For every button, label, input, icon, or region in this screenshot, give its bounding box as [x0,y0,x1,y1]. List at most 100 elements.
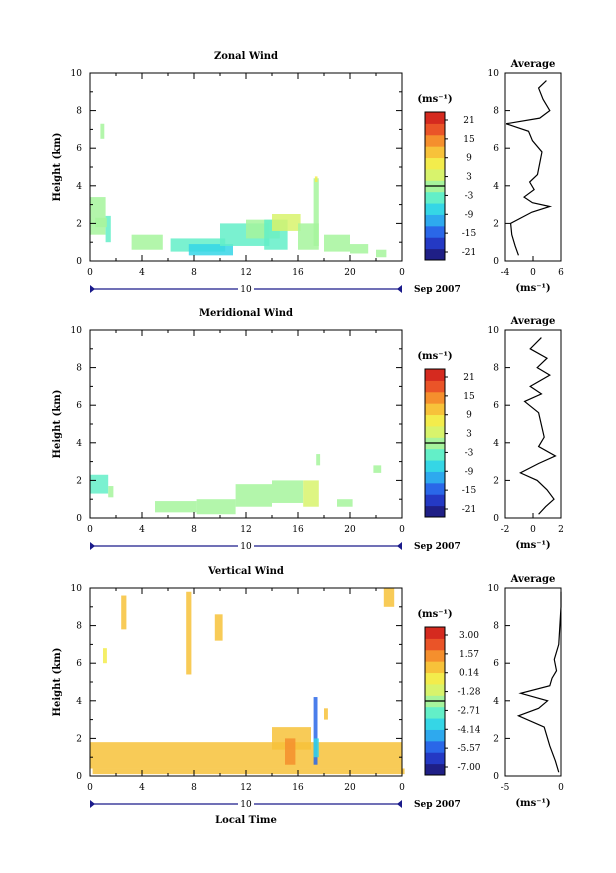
colorbar-swatch [425,505,445,518]
colorbar-swatch [425,203,445,215]
heatmap-cell [214,614,223,641]
colorbar-tick-label: -15 [462,229,477,239]
colorbar-swatch [425,763,445,776]
colorbar-tick-label: -15 [462,486,477,496]
y-tick-label: 8 [76,107,82,117]
y-tick-label: 6 [76,401,82,411]
average-x-tick-label: -2 [501,525,510,535]
date-label: Sep 2007 [414,542,461,552]
average-x-tick-label: 6 [558,268,564,278]
heatmap-cell [313,738,319,758]
x-tick-label: 4 [139,525,145,535]
colorbar-swatch [425,471,445,484]
colorbar-tick-label: 15 [463,392,475,402]
average-y-tick-label: 10 [488,584,500,594]
colorbar-swatch [425,146,445,159]
colorbar-swatch [425,482,445,495]
colorbar-tick-label: -9 [465,467,474,477]
colorbar-swatch [425,391,445,404]
day-label: 10 [240,800,252,810]
average-y-tick-label: 0 [493,257,499,267]
x-tick-label: 16 [292,783,304,793]
colorbar-unit: (ms⁻¹) [417,351,452,362]
colorbar-swatch [425,752,445,765]
average-frame [504,72,562,262]
colorbar-swatch [425,460,445,472]
colorbar-tick-label: -9 [465,210,474,220]
heatmap-cell [121,595,127,630]
colorbar-swatch [425,494,445,507]
x-tick-label: 12 [240,268,251,278]
y-axis-label: Height (km) [52,390,63,459]
average-y-tick-label: 8 [493,107,499,117]
heatmap-cell [108,486,114,498]
average-y-tick-label: 4 [493,182,499,192]
heatmap-cell [324,234,350,252]
y-axis-label: Height (km) [52,648,63,717]
average-title: Average [510,316,556,327]
average-y-tick-label: 6 [493,659,499,669]
heatmap-cell [337,499,353,507]
colorbar-tick-label: 15 [463,135,475,145]
x-tick-label: 12 [240,525,251,535]
heatmap-cell [383,588,395,607]
colorbar-swatch [425,123,445,136]
x-tick-label: 0 [399,783,405,793]
panel-title: Meridional Wind [199,308,293,319]
day-label: 10 [240,285,252,295]
colorbar-swatch [425,706,445,719]
average-y-tick-label: 0 [493,772,499,782]
heatmap-cell [92,768,405,775]
colorbar-tick-label: -21 [462,505,477,515]
x-tick-label: 20 [344,783,356,793]
colorbar-tick-label: -2.71 [457,706,480,716]
colorbar-tick-label: -3 [465,191,474,201]
average-frame [504,587,562,777]
average-x-tick-label: 0 [558,783,564,793]
average-x-tick-label: 0 [530,525,536,535]
colorbar-swatch [425,672,445,685]
colorbar-swatch [425,627,445,639]
colorbar-swatch [425,414,445,427]
day-label-bg [238,798,254,810]
colorbar-swatch [425,112,445,124]
heatmap-cell [350,244,369,254]
average-y-tick-label: 6 [493,144,499,154]
x-tick-label: 0 [399,268,405,278]
x-tick-label: 0 [87,525,93,535]
x-tick-label: 0 [399,525,405,535]
colorbar-tick-label: -3 [465,448,474,458]
panel-title: Zonal Wind [214,51,278,62]
y-tick-label: 2 [76,476,82,486]
heatmap-cell [155,501,197,513]
timeline-end-marker [397,800,402,808]
timeline-start-marker [90,800,95,808]
colorbar-swatch [425,168,445,181]
day-label: 10 [240,542,252,552]
day-label-bg [238,283,254,295]
heatmap-cell [285,738,296,765]
colorbar-tick-label: 9 [466,154,472,164]
panel-title: Vertical Wind [207,566,284,577]
x-tick-label: 20 [344,525,356,535]
timeline-end-marker [397,542,402,550]
x-tick-label: 16 [292,525,304,535]
heatmap-cell [272,480,304,503]
x-tick-label: 12 [240,783,251,793]
average-title: Average [510,574,556,585]
date-label: Sep 2007 [414,800,461,810]
y-tick-label: 0 [76,772,82,782]
average-x-tick-label: 0 [530,268,536,278]
average-y-tick-label: 4 [493,439,499,449]
y-tick-label: 4 [76,439,82,449]
colorbar-tick-label: -4.14 [457,725,480,735]
average-frame [504,329,562,519]
colorbar-unit: (ms⁻¹) [417,94,452,105]
average-title: Average [510,59,556,70]
heatmap-cell [373,465,382,473]
heatmap-cell [188,244,233,256]
average-y-tick-label: 10 [488,69,500,79]
colorbar-swatch [425,225,445,238]
y-tick-label: 0 [76,257,82,267]
average-profile-line [505,80,553,256]
